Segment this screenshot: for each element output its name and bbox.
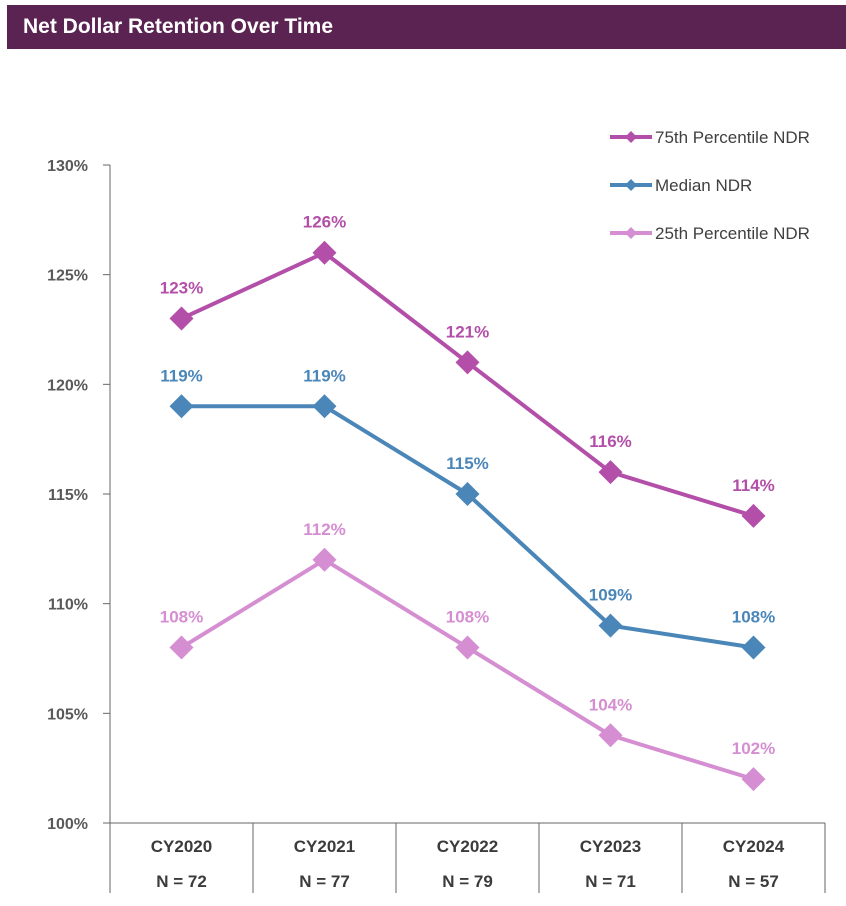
x-category-label: CY2023	[580, 837, 641, 856]
y-tick-label: 110%	[48, 597, 88, 614]
p25-data-label: 108%	[160, 608, 203, 627]
p25-data-point	[169, 635, 194, 660]
median-data-point	[312, 394, 337, 419]
median-legend-marker	[625, 179, 637, 191]
x-sample-size-label: N = 72	[156, 872, 207, 891]
p75-data-point	[741, 503, 766, 528]
x-category-label: CY2022	[437, 837, 498, 856]
p75-legend-label: 75th Percentile NDR	[655, 128, 810, 147]
p75-data-label: 123%	[160, 279, 203, 298]
median-data-label: 119%	[160, 366, 203, 385]
x-category-label: CY2024	[723, 837, 785, 856]
p25-series-line	[180, 557, 755, 782]
y-tick-label: 125%	[47, 268, 88, 285]
median-data-point	[455, 482, 480, 506]
p75-legend-marker	[625, 131, 637, 143]
y-tick-label: 115%	[48, 487, 88, 504]
median-data-point	[598, 613, 623, 638]
median-data-label: 109%	[589, 586, 632, 605]
p75-data-label: 114%	[732, 476, 775, 495]
median-data-label: 108%	[732, 608, 775, 627]
p25-data-point	[741, 767, 766, 792]
p25-data-label: 104%	[589, 695, 632, 714]
p75-data-label: 116%	[589, 432, 632, 451]
x-category-label: CY2020	[151, 837, 212, 856]
p75-data-label: 126%	[303, 213, 346, 232]
p75-data-point	[169, 306, 194, 331]
p25-legend-marker	[625, 227, 637, 239]
median-data-label: 119%	[303, 366, 346, 385]
p25-data-label: 108%	[446, 608, 489, 627]
p25-data-label: 102%	[732, 739, 775, 758]
p25-data-point	[598, 723, 623, 748]
p75-data-point	[598, 460, 623, 485]
median-data-point	[169, 394, 194, 419]
p75-data-point	[455, 350, 480, 375]
p25-data-point	[312, 547, 337, 572]
page-title: Net Dollar Retention Over Time	[23, 15, 334, 38]
p25-data-label: 112%	[303, 520, 346, 539]
y-tick-label: 105%	[47, 706, 88, 723]
p25-legend-label: 25th Percentile NDR	[655, 224, 810, 243]
title-bar: Net Dollar Retention Over Time	[7, 5, 846, 49]
y-tick-label: 100%	[47, 816, 88, 833]
y-tick-label: 130%	[47, 158, 88, 175]
x-category-label: CY2021	[294, 837, 355, 856]
p25-data-point	[455, 635, 480, 660]
x-sample-size-label: N = 57	[728, 872, 779, 891]
median-data-label: 115%	[446, 454, 489, 473]
x-sample-size-label: N = 79	[442, 872, 493, 891]
x-sample-size-label: N = 77	[299, 872, 350, 891]
median-legend-label: Median NDR	[655, 176, 752, 195]
p75-data-label: 121%	[446, 322, 489, 341]
y-tick-label: 120%	[47, 377, 88, 394]
median-data-point	[741, 635, 766, 660]
x-sample-size-label: N = 71	[585, 872, 636, 891]
p75-series-line	[180, 250, 755, 518]
p75-data-point	[312, 240, 337, 265]
